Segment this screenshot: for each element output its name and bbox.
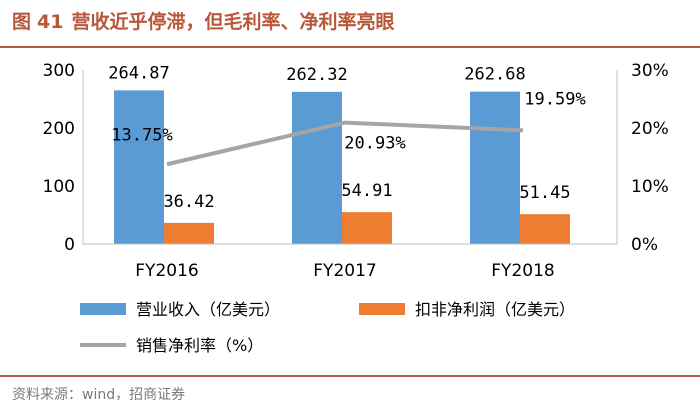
net-margin-data-label: 19.59% <box>524 89 585 109</box>
revenue-data-label: 262.68 <box>464 65 525 85</box>
net-profit-data-label: 36.42 <box>163 192 214 212</box>
figure-title-text: 营收近乎停滞，但毛利率、净利率亮眼 <box>71 11 395 33</box>
y-left-tick-label: 300 <box>43 61 75 81</box>
revenue-data-label: 262.32 <box>286 65 347 85</box>
y-right-tick-label: 20% <box>631 119 669 139</box>
revenue-data-label: 264.87 <box>108 63 169 83</box>
y-left-tick-label: 100 <box>43 177 75 197</box>
figure-number: 41 <box>37 11 64 33</box>
net-profit-data-label: 51.45 <box>519 183 570 203</box>
revenue-bar <box>470 91 520 244</box>
net-margin-data-label: 20.93% <box>344 134 405 154</box>
net-profit-data-label: 54.91 <box>341 181 392 201</box>
x-tick-label: FY2017 <box>313 261 376 281</box>
source-rule <box>0 375 700 377</box>
y-right-tick-label: 30% <box>631 61 669 81</box>
figure-prefix: 图 <box>12 11 32 33</box>
revenue-bar <box>292 91 342 244</box>
y-right-tick-label: 0% <box>631 235 658 255</box>
figure-title: 图 41 营收近乎停滞，但毛利率、净利率亮眼 <box>12 6 394 38</box>
net-margin-line <box>166 120 524 167</box>
net-profit-bar <box>342 212 392 244</box>
legend-swatch-net-profit <box>359 303 405 315</box>
legend-label-net-margin: 销售净利率（%） <box>136 336 263 355</box>
net-margin-data-label: 13.75% <box>111 125 172 145</box>
net-profit-bar <box>520 214 570 244</box>
y-right-tick-label: 10% <box>631 177 669 197</box>
title-rule <box>0 46 700 48</box>
legend-label-net-profit: 扣非净利润（亿美元） <box>415 300 575 319</box>
y-left-tick-label: 0 <box>64 235 75 255</box>
x-tick-label: FY2016 <box>135 261 198 281</box>
legend-swatch-revenue <box>80 303 126 315</box>
y-left-tick-label: 200 <box>43 119 75 139</box>
source-note: 资料来源：wind，招商证券 <box>12 387 186 403</box>
legend-label-revenue: 营业收入（亿美元） <box>136 300 280 319</box>
revenue-bar <box>114 90 164 244</box>
net-profit-bar <box>164 222 214 244</box>
x-tick-label: FY2018 <box>491 261 554 281</box>
